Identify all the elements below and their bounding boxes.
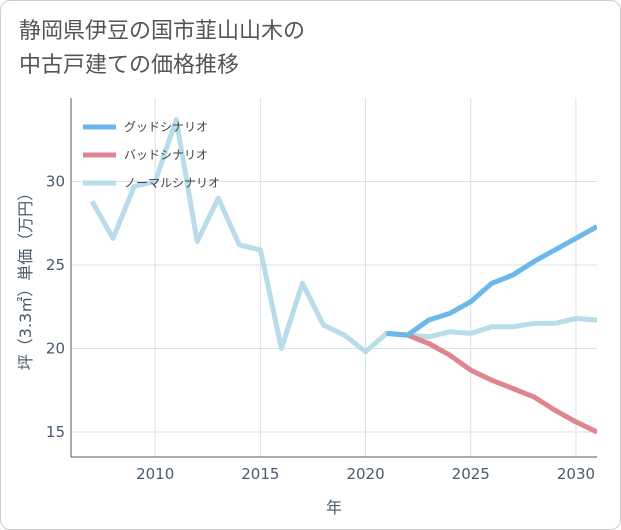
y-axis-title: 坪（3.3㎡）単価（万円） (16, 185, 35, 370)
series-line-3 (89, 117, 597, 355)
series-lines (89, 117, 597, 435)
x-axis-title: 年 (326, 498, 342, 517)
legend-label: バッドシナリオ (124, 148, 208, 162)
legend-label: グッドシナリオ (124, 120, 208, 134)
x-tick-label: 2020 (346, 465, 384, 483)
chart-title-line-1: 静岡県伊豆の国市韮山山木の (19, 19, 306, 44)
y-tick-label: 20 (46, 339, 65, 357)
y-tick-label: 30 (46, 172, 65, 190)
series-line-2 (386, 330, 597, 435)
x-tick-label: 2010 (136, 465, 174, 483)
chart-title: 静岡県伊豆の国市韮山山木の 中古戸建ての価格推移 (19, 15, 305, 83)
series-line-1 (386, 224, 597, 338)
chart-title-line-2: 中古戸建ての価格推移 (19, 53, 240, 78)
x-tick-label: 2025 (452, 465, 490, 483)
legend-label: ノーマルシナリオ (124, 176, 220, 190)
y-tick-label: 15 (46, 423, 65, 441)
y-tick-label: 25 (46, 256, 65, 274)
x-tick-label: 2030 (557, 465, 595, 483)
x-tick-label: 2015 (241, 465, 279, 483)
grid-lines (71, 98, 597, 457)
